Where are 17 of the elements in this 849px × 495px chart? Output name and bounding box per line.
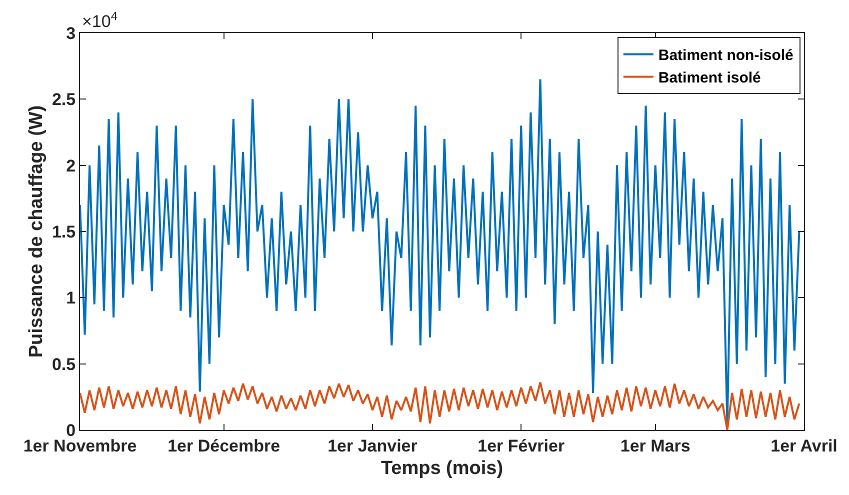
x-tick-label: 1er Avril bbox=[770, 436, 838, 456]
legend-label: Batiment non-isolé bbox=[658, 47, 794, 64]
y-tick-label: 0.5 bbox=[52, 354, 76, 374]
x-tick-label: 1er Février bbox=[478, 436, 565, 456]
y-tick-label: 1 bbox=[66, 288, 76, 308]
x-tick-label: 1er Janvier bbox=[328, 436, 418, 456]
line-series bbox=[80, 381, 800, 430]
x-axis-title: Temps (mois) bbox=[380, 458, 504, 480]
x-tick-label: 1er Décembre bbox=[168, 436, 280, 456]
y-tick-label: 2.5 bbox=[52, 90, 76, 110]
y-tick-label: 3 bbox=[66, 24, 76, 43]
text: ×10$^{4}$ bbox=[82, 9, 118, 32]
x-tick-label: 1er Mars bbox=[620, 436, 690, 456]
legend-label: Batiment isolé bbox=[658, 70, 761, 87]
y-axis-title: Puissance de chauffage (W) bbox=[26, 105, 47, 358]
y-tick-label: 2 bbox=[66, 156, 76, 176]
y-tick-label: 1.5 bbox=[52, 222, 76, 242]
